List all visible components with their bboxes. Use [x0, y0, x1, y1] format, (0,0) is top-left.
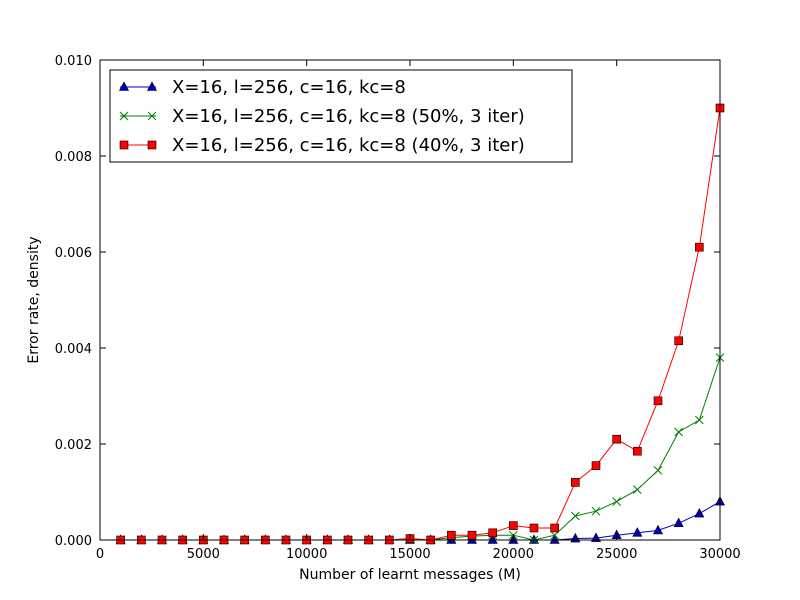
- legend-marker-left-3: [119, 140, 129, 150]
- series-2-point-stroke-b: [694, 415, 704, 425]
- series-1-point: [632, 527, 643, 537]
- x-axis-title: Number of learnt messages (M): [299, 567, 521, 583]
- legend-marker-left-2: [119, 111, 129, 121]
- series-2-point: [632, 485, 642, 494]
- series-3-point: [695, 242, 704, 252]
- series-1-point: [694, 507, 705, 518]
- series-1-point: [549, 534, 560, 544]
- series-3-point: [571, 478, 580, 487]
- series-2-point-stroke-b: [591, 506, 601, 516]
- x-tick-label: 15000: [389, 547, 430, 562]
- series-3-point: [529, 523, 539, 533]
- series-2-point: [653, 466, 663, 475]
- x-tick-label: 25000: [596, 547, 637, 562]
- y-tick-label: 0.004: [55, 342, 92, 357]
- axes-layer: 0 5000 10000 15000 20000 25000 30000 0.000 0.002…: [55, 54, 741, 562]
- series-2-point-stroke-b: [632, 485, 642, 494]
- series-2-point: [694, 415, 704, 425]
- y-tick-label: 0.010: [55, 54, 92, 69]
- y-axis-title: Error rate, density: [26, 236, 42, 363]
- series-3-point: [674, 336, 683, 346]
- series-1-point: [487, 534, 498, 544]
- series-2-point-stroke-b: [612, 497, 622, 506]
- series-3-point: [509, 521, 518, 530]
- x-tick-label: 10000: [286, 547, 327, 562]
- y-tick-label: 0.006: [55, 246, 92, 261]
- series-2-point-stroke-b: [550, 530, 560, 540]
- series-1-point: [673, 517, 684, 528]
- legend-box: [109, 69, 573, 163]
- y-tick-label: 0.002: [55, 438, 92, 453]
- x-tick-label: 20000: [493, 547, 534, 562]
- series-2-point-stroke-b: [674, 427, 684, 437]
- y-tick-label: 0.008: [55, 150, 92, 165]
- series-3-point: [467, 530, 477, 540]
- x-tick-label: 30000: [699, 547, 740, 562]
- x-tick-label: 0: [96, 547, 104, 562]
- series-3-point: [447, 530, 456, 540]
- series-1-point: [591, 532, 601, 542]
- series-3-point: [550, 523, 559, 533]
- series-3-point: [653, 396, 663, 406]
- legend-label-2: X=16, l=256, c=16, kc=8 (50%, 3 iter): [172, 106, 525, 127]
- series-1-point: [653, 524, 663, 535]
- series-3-point: [591, 461, 601, 470]
- series-3-point: [633, 446, 642, 456]
- series-3-point: [612, 434, 621, 444]
- series-2-point: [550, 530, 560, 540]
- legend-marker-right-3: [147, 140, 157, 150]
- plot-frame: [99, 59, 721, 541]
- legend-label-1: X=16, l=256, c=16, kc=8: [172, 77, 406, 98]
- series-3-point: [488, 528, 497, 538]
- legend-marker-left-2-stroke-b: [119, 111, 129, 121]
- series-2-point-stroke-b: [653, 466, 663, 475]
- legend-marker-right-2: [147, 111, 157, 121]
- y-tick-label: 0.000: [55, 534, 92, 549]
- series-2-point: [612, 497, 622, 506]
- legend-label-3: X=16, l=256, c=16, kc=8 (40%, 3 iter): [172, 135, 525, 156]
- series-2-point-stroke-b: [570, 511, 580, 521]
- legend-marker-right-1: [147, 81, 157, 91]
- x-tick-label: 5000: [187, 547, 220, 562]
- series-2-point: [591, 506, 601, 516]
- series-2-point: [674, 427, 684, 437]
- legend: X=16, l=256, c=16, kc=8 X=16, l=256, c=16…: [109, 69, 573, 163]
- series-2-point: [570, 511, 580, 521]
- legend-marker-right-2-stroke-b: [147, 111, 157, 121]
- legend-marker-left-1: [119, 81, 129, 91]
